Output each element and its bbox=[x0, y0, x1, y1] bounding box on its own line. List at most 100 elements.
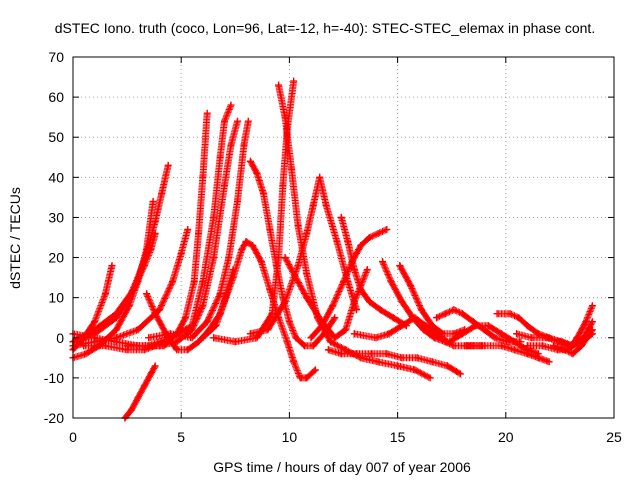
data-point bbox=[420, 326, 428, 334]
x-tick-label: 10 bbox=[282, 429, 298, 445]
data-point bbox=[125, 294, 133, 302]
data-point bbox=[134, 274, 142, 282]
data-point bbox=[450, 306, 458, 314]
data-point bbox=[290, 358, 298, 366]
data-point bbox=[357, 242, 365, 249]
data-point bbox=[456, 370, 464, 378]
data-point bbox=[309, 342, 317, 350]
data-point bbox=[511, 346, 518, 354]
data-point bbox=[331, 314, 339, 322]
data-point bbox=[199, 302, 207, 310]
data-point bbox=[145, 342, 153, 350]
data-point bbox=[446, 338, 453, 346]
data-point bbox=[290, 77, 298, 85]
y-tick-label: 70 bbox=[48, 49, 64, 65]
data-series bbox=[69, 161, 172, 346]
x-tick-label: 25 bbox=[606, 429, 622, 445]
data-point bbox=[426, 374, 434, 382]
data-point bbox=[145, 334, 153, 342]
data-point bbox=[184, 346, 192, 354]
data-point bbox=[417, 306, 425, 314]
data-point bbox=[210, 213, 218, 221]
data-point bbox=[242, 238, 250, 245]
data-point bbox=[398, 298, 406, 306]
data-point bbox=[411, 366, 419, 374]
data-point bbox=[398, 322, 406, 330]
data-point bbox=[333, 238, 341, 245]
data-point bbox=[140, 382, 148, 390]
data-point bbox=[221, 117, 228, 125]
data-point bbox=[253, 334, 261, 342]
data-series bbox=[199, 238, 319, 382]
data-point bbox=[102, 290, 109, 298]
data-point bbox=[151, 310, 159, 318]
data-point bbox=[149, 197, 157, 205]
data-point bbox=[582, 318, 590, 326]
data-point bbox=[264, 326, 272, 334]
data-point bbox=[188, 322, 196, 330]
data-series bbox=[463, 342, 553, 366]
data-series bbox=[246, 157, 339, 350]
data-point bbox=[350, 266, 358, 274]
x-axis-label: GPS time / hours of day 007 of year 2006 bbox=[213, 459, 471, 475]
data-point bbox=[430, 334, 438, 342]
data-point bbox=[439, 330, 447, 338]
data-point bbox=[147, 370, 155, 378]
data-point bbox=[366, 234, 373, 241]
y-tick-label: -20 bbox=[44, 410, 64, 426]
data-point bbox=[259, 189, 267, 197]
data-point bbox=[294, 222, 302, 229]
data-point bbox=[344, 238, 352, 245]
data-point bbox=[350, 298, 358, 306]
data-point bbox=[342, 326, 350, 334]
data-point bbox=[182, 314, 189, 322]
data-point bbox=[318, 318, 326, 326]
data-point bbox=[281, 113, 289, 121]
data-point bbox=[450, 342, 458, 350]
data-point bbox=[331, 334, 339, 342]
data-point bbox=[324, 346, 332, 354]
y-tick-label: -10 bbox=[44, 370, 64, 386]
y-tick-label: 0 bbox=[56, 330, 64, 346]
data-point bbox=[357, 286, 365, 294]
data-point bbox=[188, 334, 196, 342]
data-point bbox=[523, 342, 531, 350]
data-point bbox=[294, 262, 302, 270]
data-point bbox=[195, 230, 202, 237]
y-tick-label: 30 bbox=[48, 209, 64, 225]
data-point bbox=[303, 270, 311, 278]
data-point bbox=[164, 161, 172, 169]
data-point bbox=[498, 330, 505, 338]
data-point bbox=[340, 278, 347, 286]
data-point bbox=[279, 181, 287, 189]
data-point bbox=[173, 346, 181, 354]
data-point bbox=[366, 298, 373, 306]
data-point bbox=[199, 334, 207, 342]
data-point bbox=[102, 342, 109, 350]
y-tick-label: 50 bbox=[48, 129, 64, 145]
data-point bbox=[459, 310, 466, 318]
data-point bbox=[387, 278, 395, 286]
data-point bbox=[272, 262, 280, 270]
data-point bbox=[112, 326, 120, 334]
data-point bbox=[156, 306, 164, 314]
data-point bbox=[409, 314, 417, 322]
x-tick-label: 5 bbox=[177, 429, 185, 445]
data-point bbox=[428, 358, 436, 366]
data-point bbox=[296, 374, 304, 382]
data-point bbox=[374, 230, 382, 237]
data-point bbox=[246, 330, 254, 338]
data-point bbox=[337, 350, 345, 358]
data-point bbox=[91, 318, 99, 326]
plot-frame bbox=[72, 56, 615, 419]
data-point bbox=[240, 141, 248, 149]
data-point bbox=[143, 290, 151, 298]
data-point bbox=[491, 334, 499, 342]
data-series bbox=[121, 362, 159, 422]
data-point bbox=[253, 169, 261, 177]
data-point bbox=[199, 278, 207, 286]
data-point bbox=[515, 314, 523, 322]
x-tick-label: 15 bbox=[390, 429, 406, 445]
data-point bbox=[221, 298, 228, 306]
